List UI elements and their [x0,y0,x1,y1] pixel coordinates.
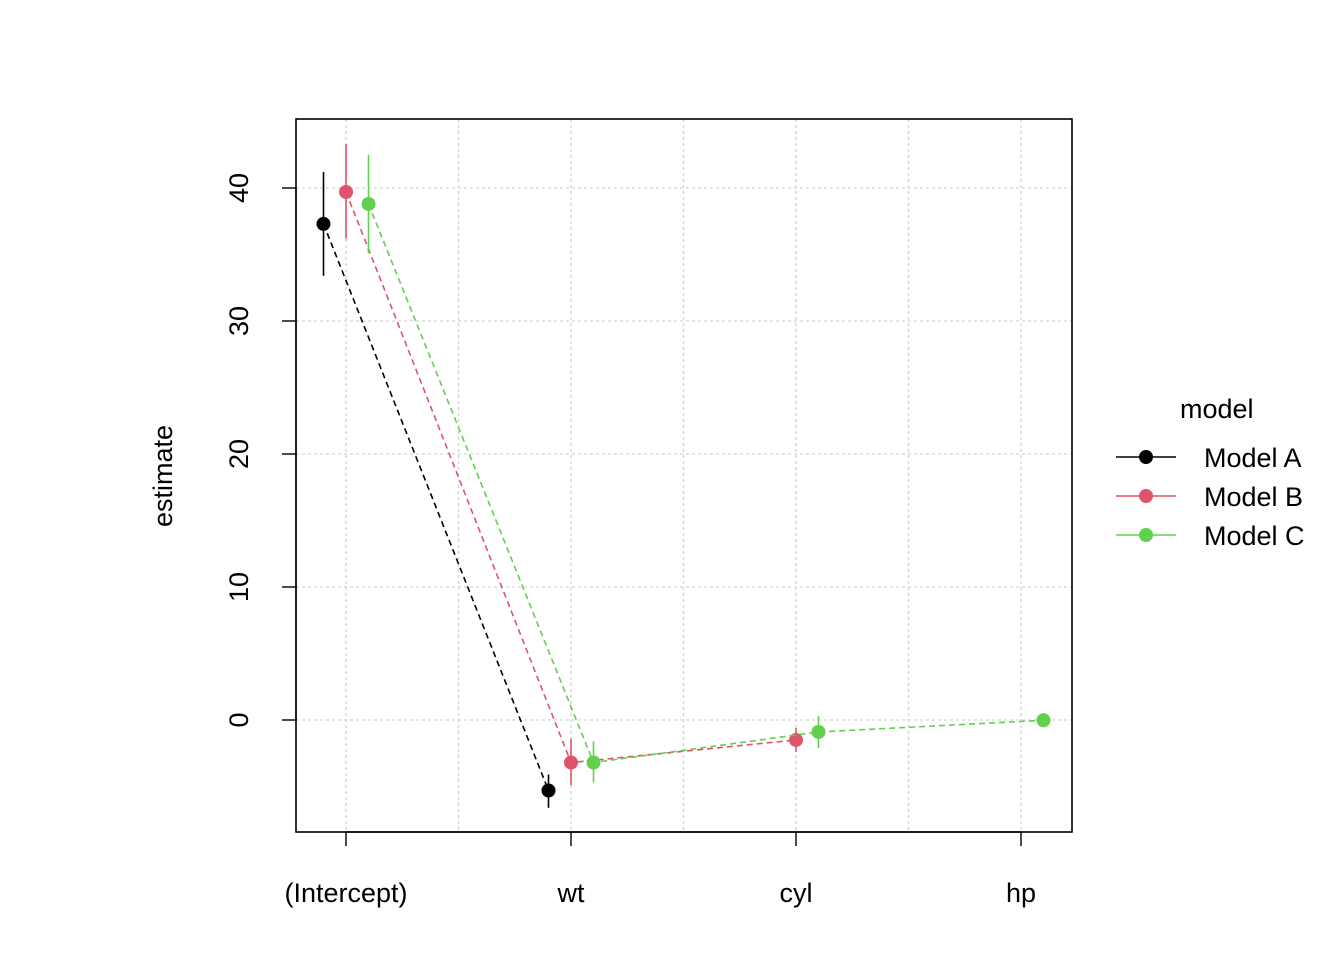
series-model-c [361,154,1051,783]
series-model-a [316,172,556,808]
legend-swatch-point [1139,450,1153,464]
data-point [316,216,331,231]
x-tick-label: cyl [780,878,813,908]
data-point [361,196,376,211]
y-axis: 0 10 20 30 40 [224,173,297,728]
legend-item: Model A [1116,443,1302,473]
grid-lines [296,119,1072,832]
data-point [586,755,601,770]
x-tick-label: wt [557,878,585,908]
y-tick-label: 0 [224,712,254,727]
data-point [339,184,353,199]
y-tick-label: 40 [224,173,254,203]
legend-item: Model B [1116,482,1303,512]
data-point [564,755,578,770]
series-line [367,203,1044,764]
legend-title: model [1180,394,1254,424]
legend-swatch-point [1139,528,1153,542]
legend-item: Model C [1116,521,1305,551]
legend-swatch-point [1139,489,1153,503]
y-tick-label: 10 [224,572,254,602]
legend-label: Model B [1204,482,1303,512]
series-line [322,223,550,791]
data-point [789,732,803,747]
data-point [811,724,826,739]
data-point [541,783,556,798]
legend: model Model A Model B Model C [1116,394,1305,551]
legend-label: Model A [1204,443,1302,473]
series-layer [316,144,1051,808]
data-point [1036,713,1051,728]
x-axis: (Intercept) wt cyl hp [284,831,1036,908]
x-tick-label: hp [1006,878,1036,908]
series-model-b [339,144,803,786]
y-tick-label: 20 [224,439,254,469]
y-axis-label: estimate [148,425,178,527]
y-tick-label: 30 [224,306,254,336]
x-tick-label: (Intercept) [284,878,407,908]
legend-label: Model C [1204,521,1305,551]
